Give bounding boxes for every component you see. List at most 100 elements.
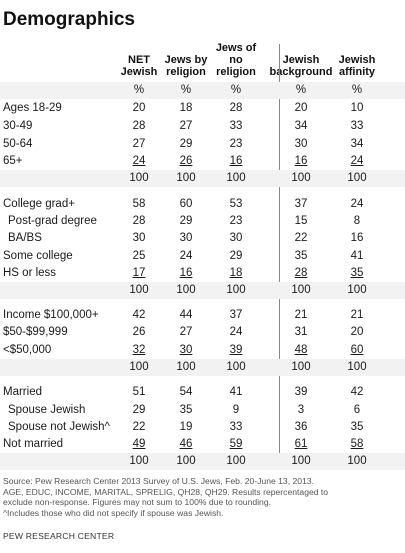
table-cell: 35 xyxy=(350,267,364,279)
table-cell: 15 xyxy=(294,215,308,227)
table-cell: 60 xyxy=(350,344,364,356)
table-row: Post-grad degree 28 29 23 15 8 xyxy=(0,213,405,230)
table-cell: 51 xyxy=(132,386,146,398)
table-cell: 100 xyxy=(347,172,367,184)
table-row: %%%%% xyxy=(0,82,405,99)
table-row: 100 100 100 100 100 xyxy=(0,170,405,187)
table-cell: 53 xyxy=(229,198,243,210)
table-cell: 100 xyxy=(129,172,149,184)
table-cell: 24 xyxy=(229,326,243,338)
table-cell: 100 xyxy=(291,172,311,184)
table-cell: 28 xyxy=(132,120,146,132)
table-cell: 54 xyxy=(179,386,193,398)
table-row: $50-$99,999 26 27 24 31 20 xyxy=(0,324,405,341)
table-cell: 29 xyxy=(229,250,243,262)
table-cell: % xyxy=(295,84,307,96)
table-cell: 23 xyxy=(229,215,243,227)
table-cell: 21 xyxy=(350,309,364,321)
table-row: 50-64 27 29 23 30 34 xyxy=(0,136,405,153)
table-cell: 58 xyxy=(350,438,364,450)
table-cell: 24 xyxy=(350,155,364,167)
table-cell: 24 xyxy=(179,250,193,262)
table-cell: 100 xyxy=(347,455,367,467)
table-cell: 28 xyxy=(132,215,146,227)
table-cell: 48 xyxy=(294,344,308,356)
column-header: Jewish background xyxy=(261,54,341,78)
table-cell: 100 xyxy=(176,172,196,184)
column-header-line: Jews of xyxy=(215,42,257,54)
table-cell: 30 xyxy=(179,344,193,356)
table-cell: 39 xyxy=(229,344,243,356)
row-label: <$50,000 xyxy=(3,344,52,356)
source-note: Source: Pew Research Center 2013 Survey … xyxy=(3,476,401,518)
table-cell: 31 xyxy=(294,326,308,338)
table-cell: 100 xyxy=(226,455,246,467)
table-cell: 8 xyxy=(353,215,361,227)
table-cell: 26 xyxy=(132,326,146,338)
table-cell: 100 xyxy=(226,284,246,296)
table-row: 100 100 100 100 100 xyxy=(0,359,405,376)
table-cell: 100 xyxy=(129,455,149,467)
table-row: College grad+ 58 60 53 37 24 xyxy=(0,196,405,213)
table-cell: 41 xyxy=(229,386,243,398)
table-cell: 49 xyxy=(132,438,146,450)
table-cell: 26 xyxy=(179,155,193,167)
table-cell: 35 xyxy=(350,421,364,433)
row-label: Spouse Jewish xyxy=(8,404,86,416)
table-cell: 36 xyxy=(294,421,308,433)
source-line: AGE, EDUC, INCOME, MARITAL, SPRELIG, QH2… xyxy=(3,486,329,497)
table-cell: 21 xyxy=(294,309,308,321)
table-cell: 17 xyxy=(132,267,146,279)
table-cell: 30 xyxy=(229,232,243,244)
row-label: College grad+ xyxy=(3,198,75,210)
row-label: Not married xyxy=(3,438,64,450)
column-header-line: affinity xyxy=(338,66,376,78)
table-cell: 41 xyxy=(350,250,364,262)
table-cell: % xyxy=(351,84,363,96)
column-header: NET Jewish xyxy=(99,54,179,78)
table-cell: 100 xyxy=(176,455,196,467)
table-cell: 33 xyxy=(229,421,243,433)
table-cell: % xyxy=(230,84,242,96)
table-cell: 34 xyxy=(350,138,364,150)
table-cell: 20 xyxy=(294,102,308,114)
table-row: Married 51 54 41 39 42 xyxy=(0,384,405,401)
table-row: Ages 18-29 20 18 28 20 10 xyxy=(0,100,405,117)
table-cell: 33 xyxy=(229,120,243,132)
table-cell: 100 xyxy=(291,361,311,373)
table-row: 30-49 28 27 33 34 33 xyxy=(0,118,405,135)
table-cell: 100 xyxy=(291,455,311,467)
table-cell: 29 xyxy=(179,138,193,150)
table-cell: 42 xyxy=(350,386,364,398)
table-cell: 24 xyxy=(132,155,146,167)
table-cell: 24 xyxy=(350,198,364,210)
table-cell: 44 xyxy=(179,309,193,321)
source-line: Source: Pew Research Center 2013 Survey … xyxy=(3,476,314,486)
row-label: Some college xyxy=(3,250,73,262)
table-cell: 100 xyxy=(347,361,367,373)
table-row: BA/BS 30 30 30 22 16 xyxy=(0,230,405,247)
table-cell: 16 xyxy=(229,155,243,167)
table-cell: 27 xyxy=(179,326,193,338)
row-label: Spouse not Jewish^ xyxy=(8,421,110,433)
table-cell: 100 xyxy=(176,284,196,296)
column-header: Jews by religion xyxy=(146,54,226,78)
column-header-line: religion xyxy=(216,66,256,78)
column-header-line: Jewish xyxy=(338,54,376,66)
table-cell: 61 xyxy=(294,438,308,450)
table-cell: 19 xyxy=(179,421,193,433)
column-divider xyxy=(279,44,280,461)
table-cell: 9 xyxy=(232,404,240,416)
source-line: exclude non-response. Figures may not su… xyxy=(3,497,271,507)
row-label: HS or less xyxy=(3,267,57,279)
table-cell: 22 xyxy=(294,232,308,244)
table-cell: 59 xyxy=(229,438,243,450)
table-cell: 28 xyxy=(229,102,243,114)
table-row: HS or less 17 16 18 28 35 xyxy=(0,265,405,282)
table-cell: 100 xyxy=(226,172,246,184)
table-cell: 35 xyxy=(294,250,308,262)
table-row: Not married 49 46 59 61 58 xyxy=(0,436,405,453)
table-cell: 30 xyxy=(132,232,146,244)
row-label: 65+ xyxy=(3,155,23,167)
page-title: Demographics xyxy=(3,9,135,30)
